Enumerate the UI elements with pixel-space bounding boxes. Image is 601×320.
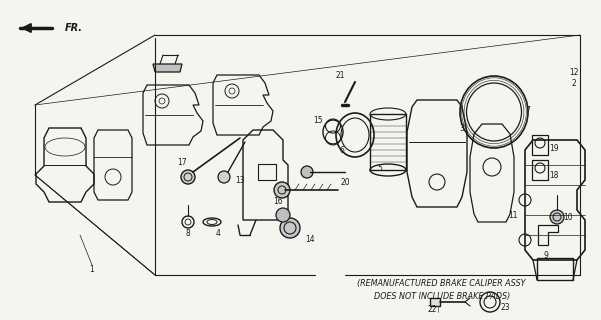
- Text: 8: 8: [186, 229, 191, 238]
- Text: 11: 11: [508, 211, 517, 220]
- Text: 19: 19: [549, 143, 559, 153]
- Circle shape: [276, 208, 290, 222]
- Text: (REMANUFACTURED BRAKE CALIPER ASSY: (REMANUFACTURED BRAKE CALIPER ASSY: [358, 279, 526, 288]
- Text: 6: 6: [340, 146, 344, 155]
- Text: FR.: FR.: [65, 23, 83, 33]
- Text: 20: 20: [340, 178, 350, 187]
- Text: 5: 5: [377, 164, 382, 172]
- Text: 7: 7: [525, 106, 531, 115]
- Text: 18: 18: [549, 171, 559, 180]
- Text: 23: 23: [500, 302, 510, 311]
- Text: 12: 12: [569, 68, 579, 76]
- Text: 10: 10: [563, 212, 573, 221]
- Polygon shape: [153, 64, 182, 72]
- Circle shape: [280, 218, 300, 238]
- Circle shape: [274, 182, 290, 198]
- Text: 4: 4: [216, 229, 221, 238]
- Text: 21: 21: [335, 70, 345, 79]
- Text: 3: 3: [460, 124, 465, 132]
- Bar: [258, 164, 276, 180]
- Polygon shape: [430, 298, 440, 306]
- Bar: [532, 135, 548, 155]
- Bar: [532, 160, 548, 180]
- Bar: [537, 258, 573, 280]
- Text: 22: 22: [427, 306, 437, 315]
- Text: DOES NOT INCLUDE BRAKE PADS): DOES NOT INCLUDE BRAKE PADS): [374, 292, 510, 300]
- Text: 1: 1: [90, 266, 94, 275]
- Text: 9: 9: [543, 251, 549, 260]
- Text: 13: 13: [235, 175, 245, 185]
- Text: 17: 17: [177, 157, 187, 166]
- Circle shape: [550, 210, 564, 224]
- Text: 15: 15: [313, 116, 323, 124]
- Text: 16: 16: [273, 197, 283, 206]
- Circle shape: [218, 171, 230, 183]
- Text: 2: 2: [572, 78, 576, 87]
- Circle shape: [181, 170, 195, 184]
- Text: 14: 14: [305, 236, 315, 244]
- Circle shape: [301, 166, 313, 178]
